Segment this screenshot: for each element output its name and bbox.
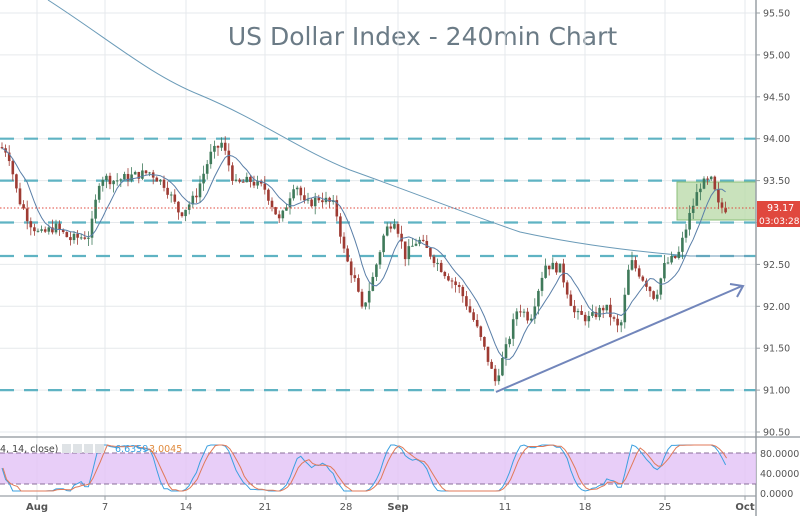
indicator-legend: 4, 14, close) 6.6359 3.0045 [0, 444, 182, 455]
time-tick-label: 7 [102, 502, 108, 513]
candlesticks [0, 136, 727, 386]
time-tick-label: 14 [180, 502, 193, 513]
svg-text:6.6359: 6.6359 [115, 444, 148, 455]
support-resistance-levels [0, 137, 756, 392]
svg-text:93.17: 93.17 [767, 203, 794, 214]
indicator-axis[interactable]: 80.0000 40.0000 0.0000 [760, 449, 799, 500]
time-tick-label: 28 [340, 502, 353, 513]
time-tick-label: Aug [26, 502, 48, 513]
price-tick-label: 95.00 [763, 50, 790, 61]
price-tick-label: 92.50 [763, 260, 790, 271]
price-tick-label: 94.00 [763, 134, 790, 145]
time-tick-label: 11 [499, 502, 512, 513]
price-tick-label: 94.50 [763, 92, 790, 103]
price-tick-label: 93.50 [763, 176, 790, 187]
price-tick-label: 92.00 [763, 302, 790, 313]
time-tick-label: 21 [259, 502, 272, 513]
time-tick-label: 18 [579, 502, 592, 513]
stochastic-d-line [2, 444, 728, 492]
svg-text:80.0000: 80.0000 [760, 449, 799, 460]
stochastic-band [0, 453, 756, 484]
time-tick-label: Oct [735, 502, 754, 513]
grid [0, 0, 756, 496]
svg-text:0.0000: 0.0000 [760, 489, 793, 500]
svg-text:3.0045: 3.0045 [149, 444, 182, 455]
price-tick-label: 95.50 [763, 9, 790, 20]
trendline [495, 283, 745, 393]
svg-text:4, 14, close): 4, 14, close) [0, 444, 58, 455]
time-tick-label: 25 [659, 502, 672, 513]
time-tick-label: Sep [387, 502, 408, 513]
price-tick-label: 90.50 [763, 428, 790, 439]
svg-text:40.0000: 40.0000 [760, 469, 799, 480]
fast-moving-average [1, 147, 726, 360]
time-axis[interactable]: Aug 7 14 21 28 Sep 11 18 25 Oct [26, 496, 755, 513]
price-tick-label: 91.50 [763, 344, 790, 355]
svg-text:03:03:28: 03:03:28 [759, 217, 800, 227]
price-tick-label: 91.00 [763, 386, 790, 397]
last-price-badge: 93.17 03:03:28 [757, 201, 800, 227]
slow-moving-average [47, 0, 750, 257]
